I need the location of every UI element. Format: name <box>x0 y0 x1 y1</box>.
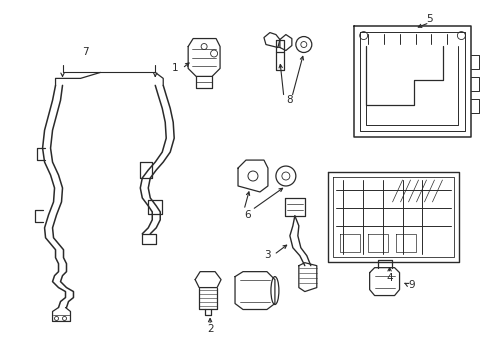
Text: 1: 1 <box>172 63 178 73</box>
Text: 6: 6 <box>244 210 251 220</box>
Text: 2: 2 <box>206 324 213 334</box>
Text: 5: 5 <box>425 14 432 24</box>
Text: 8: 8 <box>286 95 293 105</box>
Text: 4: 4 <box>386 273 392 283</box>
Text: 7: 7 <box>82 48 89 58</box>
Text: 3: 3 <box>264 250 271 260</box>
Text: 9: 9 <box>407 280 414 289</box>
